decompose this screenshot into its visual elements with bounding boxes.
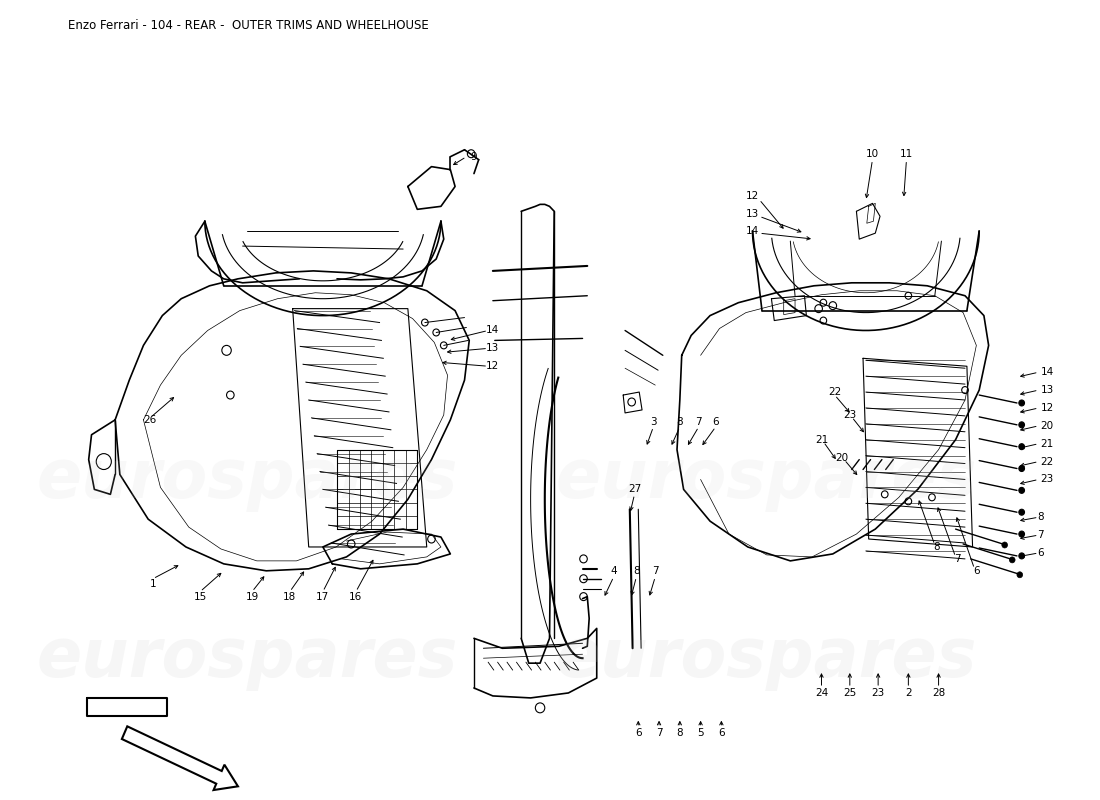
Text: 12: 12 <box>746 191 759 202</box>
Text: 23: 23 <box>871 688 884 698</box>
Text: 28: 28 <box>932 688 945 698</box>
Text: 6: 6 <box>718 728 725 738</box>
Circle shape <box>1019 444 1024 450</box>
Text: 11: 11 <box>900 149 913 158</box>
Text: 7: 7 <box>652 566 659 576</box>
Text: Enzo Ferrari - 104 - REAR -  OUTER TRIMS AND WHEELHOUSE: Enzo Ferrari - 104 - REAR - OUTER TRIMS … <box>68 18 429 32</box>
Text: 19: 19 <box>245 592 258 602</box>
Text: 20: 20 <box>1041 421 1054 431</box>
Text: 23: 23 <box>1041 474 1054 485</box>
Text: 12: 12 <box>1041 403 1054 413</box>
Circle shape <box>1019 487 1024 494</box>
Text: 2: 2 <box>905 688 912 698</box>
Text: 13: 13 <box>1041 385 1054 395</box>
Text: 22: 22 <box>828 387 842 397</box>
Text: eurospares: eurospares <box>556 446 978 513</box>
Text: 20: 20 <box>836 453 849 462</box>
Text: 8: 8 <box>676 417 683 427</box>
Text: 13: 13 <box>746 210 759 219</box>
Text: 13: 13 <box>486 343 499 354</box>
Circle shape <box>1019 466 1024 471</box>
Text: 14: 14 <box>746 226 759 236</box>
Text: 23: 23 <box>844 410 857 420</box>
Circle shape <box>1019 531 1024 537</box>
Text: 26: 26 <box>143 415 156 425</box>
Text: 17: 17 <box>317 592 330 602</box>
Text: 6: 6 <box>974 566 980 576</box>
Text: 22: 22 <box>1041 457 1054 466</box>
Circle shape <box>1010 557 1015 563</box>
Text: 25: 25 <box>844 688 857 698</box>
Circle shape <box>1019 400 1024 406</box>
Circle shape <box>1019 422 1024 428</box>
Text: eurospares: eurospares <box>556 625 978 691</box>
Text: 7: 7 <box>695 417 702 427</box>
Text: 8: 8 <box>934 542 940 552</box>
Text: 21: 21 <box>1041 438 1054 449</box>
Text: 5: 5 <box>697 728 704 738</box>
Text: 7: 7 <box>954 554 960 564</box>
Text: 8: 8 <box>676 728 683 738</box>
Text: 6: 6 <box>713 417 719 427</box>
Text: 21: 21 <box>815 434 828 445</box>
Text: 24: 24 <box>815 688 828 698</box>
Text: 8: 8 <box>1037 512 1044 522</box>
Text: 6: 6 <box>635 728 641 738</box>
Circle shape <box>1018 572 1023 578</box>
Text: 27: 27 <box>628 484 641 494</box>
Text: 4: 4 <box>610 566 617 576</box>
Text: 18: 18 <box>283 592 296 602</box>
Text: 7: 7 <box>1037 530 1044 540</box>
Circle shape <box>1019 553 1024 559</box>
Text: 16: 16 <box>350 592 363 602</box>
Text: 10: 10 <box>866 149 879 158</box>
Text: 8: 8 <box>634 566 640 576</box>
Text: 7: 7 <box>656 728 662 738</box>
Text: 15: 15 <box>194 592 207 602</box>
Text: eurospares: eurospares <box>36 625 458 691</box>
Text: eurospares: eurospares <box>36 446 458 513</box>
Text: 14: 14 <box>486 326 499 335</box>
Text: 14: 14 <box>1041 367 1054 377</box>
Text: 3: 3 <box>650 417 657 427</box>
Text: 12: 12 <box>486 362 499 371</box>
Circle shape <box>1002 542 1008 548</box>
Text: 6: 6 <box>1037 548 1044 558</box>
Circle shape <box>1019 510 1024 515</box>
FancyArrow shape <box>122 726 238 790</box>
Text: 1: 1 <box>150 578 156 589</box>
Text: 9: 9 <box>471 152 477 162</box>
